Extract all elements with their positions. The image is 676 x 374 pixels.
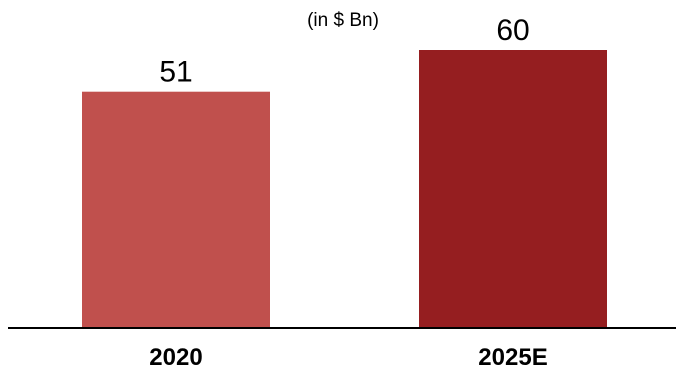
bar-2025e — [419, 50, 607, 328]
bar-2020 — [82, 91, 270, 328]
value-labels: 51 60 — [159, 14, 529, 89]
bar-series — [82, 50, 607, 328]
value-label-2025e: 60 — [496, 14, 529, 47]
value-label-2020: 51 — [159, 56, 192, 89]
chart-unit-label: (in $ Bn) — [307, 10, 379, 31]
category-label-2020: 2020 — [149, 344, 202, 371]
category-label-2025e: 2025E — [478, 344, 547, 371]
category-labels: 2020 2025E — [149, 344, 547, 371]
